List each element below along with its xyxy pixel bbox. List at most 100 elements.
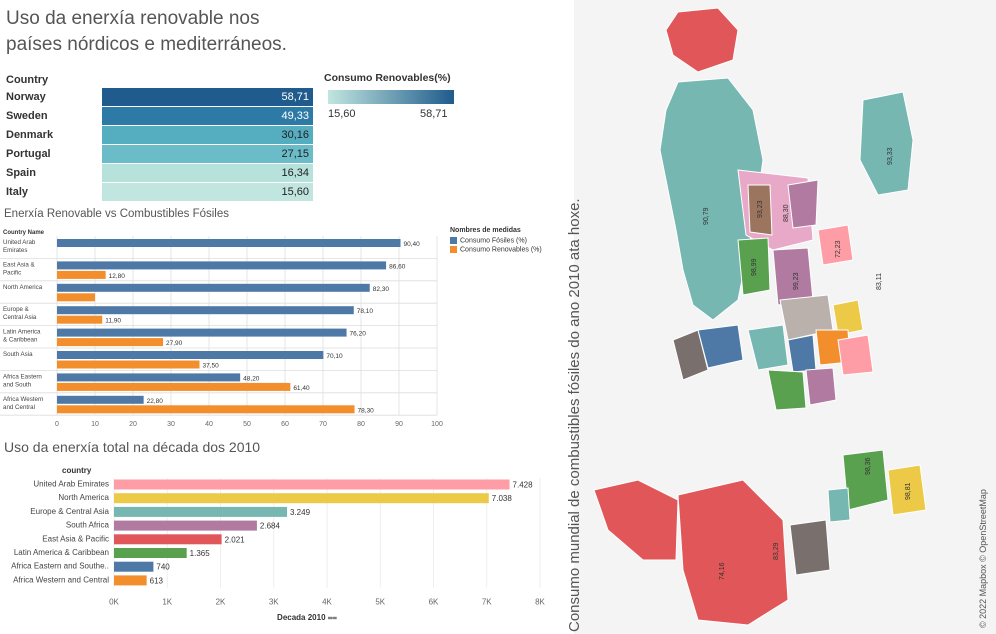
chart1-xtick: 50 (243, 421, 251, 428)
country-row[interactable]: Sweden 49,33 (2, 107, 313, 125)
chart1-data-label: 61,40 (293, 385, 310, 392)
country-row[interactable]: Portugal 27,15 (2, 145, 313, 163)
region-green-2[interactable] (767, 369, 807, 411)
chart1-xtick: 80 (357, 421, 365, 428)
chart1-bar-fossil (57, 373, 241, 382)
chart2-category-label: North America (58, 493, 109, 502)
chart1-data-label: 48,20 (243, 375, 260, 382)
region-pink-2[interactable] (837, 334, 874, 376)
greenland-region[interactable] (665, 7, 739, 73)
region-gray-south[interactable] (789, 519, 831, 576)
region-blue-2[interactable] (697, 324, 744, 369)
region-gray-dark[interactable] (672, 329, 709, 381)
chart2-bar (114, 561, 154, 572)
color-legend-max: 58,71 (420, 108, 448, 120)
chart2-category-label: Latin America & Caribbean (14, 548, 109, 557)
region-purple-2[interactable] (805, 367, 837, 406)
chart1-category-label: Emirates (3, 247, 27, 254)
chart2-xtick: 1K (162, 598, 172, 607)
chart2-category-label: South Africa (66, 521, 110, 530)
title-line-2: países nórdicos e mediterráneos. (6, 34, 287, 55)
chart1-xtick: 30 (167, 421, 175, 428)
chart1-data-label: 12,80 (109, 273, 126, 280)
chart1-bar-renewable (57, 405, 355, 414)
country-row[interactable]: Denmark 30,16 (2, 126, 313, 144)
chart1-bar-renewable (57, 315, 103, 324)
map-label-10: 98,36 (865, 457, 872, 475)
chart1-data-label: 82,30 (373, 286, 390, 293)
chart1-bar-fossil (57, 239, 401, 247)
region-teal-east[interactable] (859, 91, 914, 196)
country-name: Norway (6, 91, 46, 103)
chart2-xlabel: Decada 2010 ⩵ (277, 613, 337, 622)
chart2-data-label: 3.249 (290, 508, 311, 517)
region-purple-3[interactable] (787, 179, 819, 229)
chart2-xtick: 3K (269, 598, 279, 607)
chart1-bar-renewable (57, 293, 95, 302)
chart2-data-label: 7.428 (513, 481, 534, 490)
chart1-data-label: 11,90 (105, 318, 121, 325)
country-row[interactable]: Spain 16,34 (2, 164, 313, 182)
region-teal-2[interactable] (747, 324, 789, 371)
map-label-8: 74,16 (719, 562, 726, 580)
chart1-bar-renewable (57, 382, 291, 391)
chart1-bar-renewable (57, 338, 164, 347)
chart1-xtick: 20 (129, 421, 137, 428)
chart1-bar-fossil (57, 395, 144, 404)
chart1-xtick: 90 (395, 421, 403, 428)
country-table-header: Country (6, 74, 49, 86)
chart1-xtick: 0 (55, 421, 59, 428)
chart1-xtick: 60 (281, 421, 289, 428)
legend-label-renewable: Consumo Renovables (%) (460, 246, 542, 254)
region-pink-3[interactable] (817, 224, 854, 266)
color-legend-title: Consumo Renovables(%) (324, 72, 451, 84)
country-value-cell: 30,16 (102, 126, 313, 144)
country-row[interactable]: Norway 58,71 (2, 88, 313, 106)
chart2-data-label: 2.684 (260, 522, 281, 531)
map-label-2: 88,30 (783, 204, 790, 222)
chart1-bar-fossil (57, 351, 324, 359)
chart1-legend-title: Nombres de medidas (450, 227, 521, 234)
chart1-data-label: 90,40 (404, 241, 421, 248)
chart2-data-label: 740 (156, 563, 170, 572)
world-map[interactable]: 90,79 93,23 88,30 93,33 98,99 72,23 99,2… (548, 0, 996, 634)
map-label-1: 93,23 (757, 200, 764, 218)
chart1-data-label: 27,90 (166, 340, 183, 347)
region-teal-south[interactable] (827, 487, 851, 523)
country-value: 30,16 (281, 129, 309, 141)
map-label-5: 72,23 (835, 240, 842, 258)
country-value-cell: 58,71 (102, 88, 313, 106)
country-value-cell: 49,33 (102, 107, 313, 125)
region-yellow-south[interactable] (887, 464, 927, 516)
map-attribution: © 2022 Mapbox © OpenStreetMap (978, 489, 988, 628)
chart1-category-label: United Arab (3, 239, 36, 246)
chart2-xtick: 7K (482, 598, 492, 607)
map-title: Consumo mundial de combustibles fósiles … (566, 198, 583, 632)
country-name: Denmark (6, 129, 54, 141)
region-green-1[interactable] (737, 237, 771, 296)
region-red-west[interactable] (593, 479, 679, 561)
region-blue-1[interactable] (787, 334, 817, 373)
chart1-category-label: Pacific (3, 269, 21, 276)
chart1-data-label: 37,50 (203, 363, 220, 370)
chart1-category-label: Latin America (3, 329, 41, 336)
region-yellow-1[interactable] (832, 299, 864, 336)
region-red-south[interactable] (677, 479, 789, 626)
chart2-xtick: 5K (375, 598, 385, 607)
legend-swatch-fossil (450, 237, 457, 244)
region-teal-large[interactable] (659, 77, 764, 321)
chart2-data-label: 2.021 (225, 535, 246, 544)
map-label-7: 83,11 (876, 273, 883, 290)
chart1-category-label: Europe & (3, 306, 30, 313)
chart1-category-label: Central Asia (3, 314, 37, 321)
country-row[interactable]: Italy 15,60 (2, 183, 313, 201)
region-brown[interactable] (747, 184, 773, 236)
title-line-1: Uso da enerxía renovable nos (6, 8, 260, 29)
map-label-11: 98,81 (905, 482, 912, 500)
chart2-category-label: East Asia & Pacific (42, 534, 109, 543)
country-value-cell: 27,15 (102, 145, 313, 163)
chart1-bar-fossil (57, 283, 370, 292)
chart1-category-label: East Asia & (3, 261, 36, 268)
chart1-legend: Nombres de medidas Consumo Fósiles (%) C… (450, 227, 542, 254)
chart1-xtick: 40 (205, 421, 213, 428)
